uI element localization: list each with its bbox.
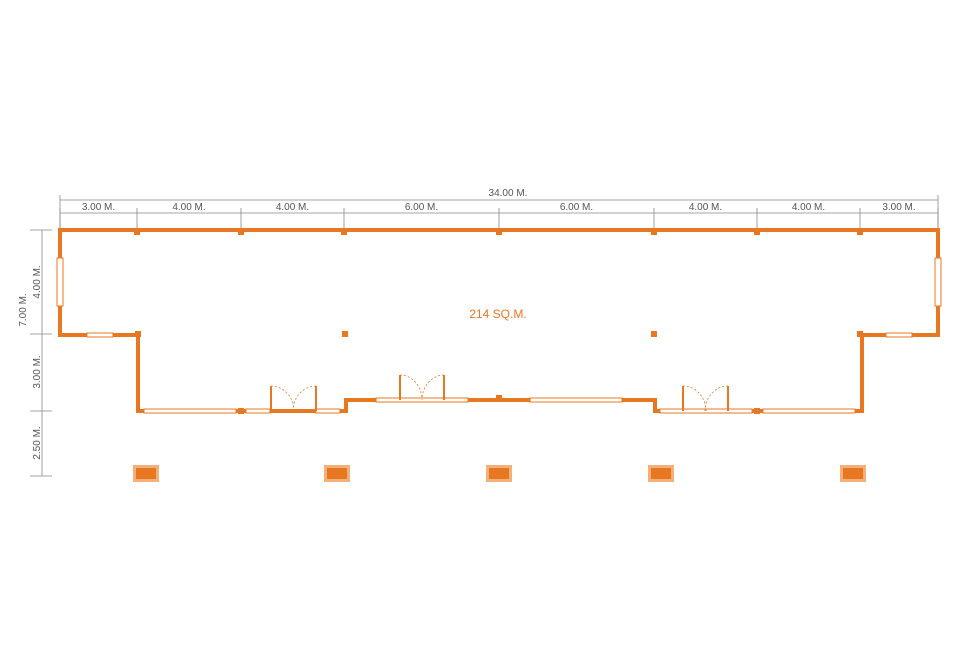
column [134, 229, 140, 235]
width-label: 4.00 M. [689, 202, 722, 213]
window [885, 332, 913, 338]
dimension-lines: 34.00 M. 7.00 M. 4.00 M. 3.00 M. 2.50 M.… [18, 188, 939, 477]
overall-depth-label: 7.00 M. [18, 293, 29, 326]
pillar-core [136, 468, 156, 479]
door-swing [682, 385, 729, 412]
column [342, 331, 348, 337]
depth-label: 3.00 M. [32, 355, 43, 388]
column [857, 331, 863, 337]
window [529, 397, 623, 403]
door [270, 374, 729, 412]
column [341, 229, 347, 235]
column [496, 229, 502, 235]
overall-width-label: 34.00 M. [489, 188, 528, 199]
width-label: 4.00 M. [276, 202, 309, 213]
column [135, 331, 141, 337]
column [754, 408, 760, 414]
width-label: 3.00 M. [882, 202, 915, 213]
width-label: 4.00 M. [172, 202, 205, 213]
window [934, 257, 942, 307]
column [496, 395, 502, 401]
column [857, 229, 863, 235]
column [754, 229, 760, 235]
pillar-core [489, 468, 509, 479]
window [315, 408, 341, 414]
area-label: 214 SQ.M. [469, 307, 526, 321]
window [86, 332, 114, 338]
window [245, 408, 271, 414]
width-label: 4.00 M. [792, 202, 825, 213]
columns [133, 229, 866, 482]
door-swing [270, 385, 317, 412]
column [238, 229, 244, 235]
column [651, 331, 657, 337]
pillar-core [651, 468, 671, 479]
width-label: 3.00 M. [82, 202, 115, 213]
depth-label: 4.00 M. [32, 265, 43, 298]
pillar-core [843, 468, 863, 479]
pillar-core [327, 468, 347, 479]
column [651, 229, 657, 235]
door-swing [399, 374, 445, 401]
depth-label: 2.50 M. [32, 426, 43, 459]
window [143, 408, 237, 414]
width-label: 6.00 M. [405, 202, 438, 213]
column [238, 408, 244, 414]
width-label: 6.00 M. [560, 202, 593, 213]
window [56, 257, 64, 307]
window [762, 408, 856, 414]
